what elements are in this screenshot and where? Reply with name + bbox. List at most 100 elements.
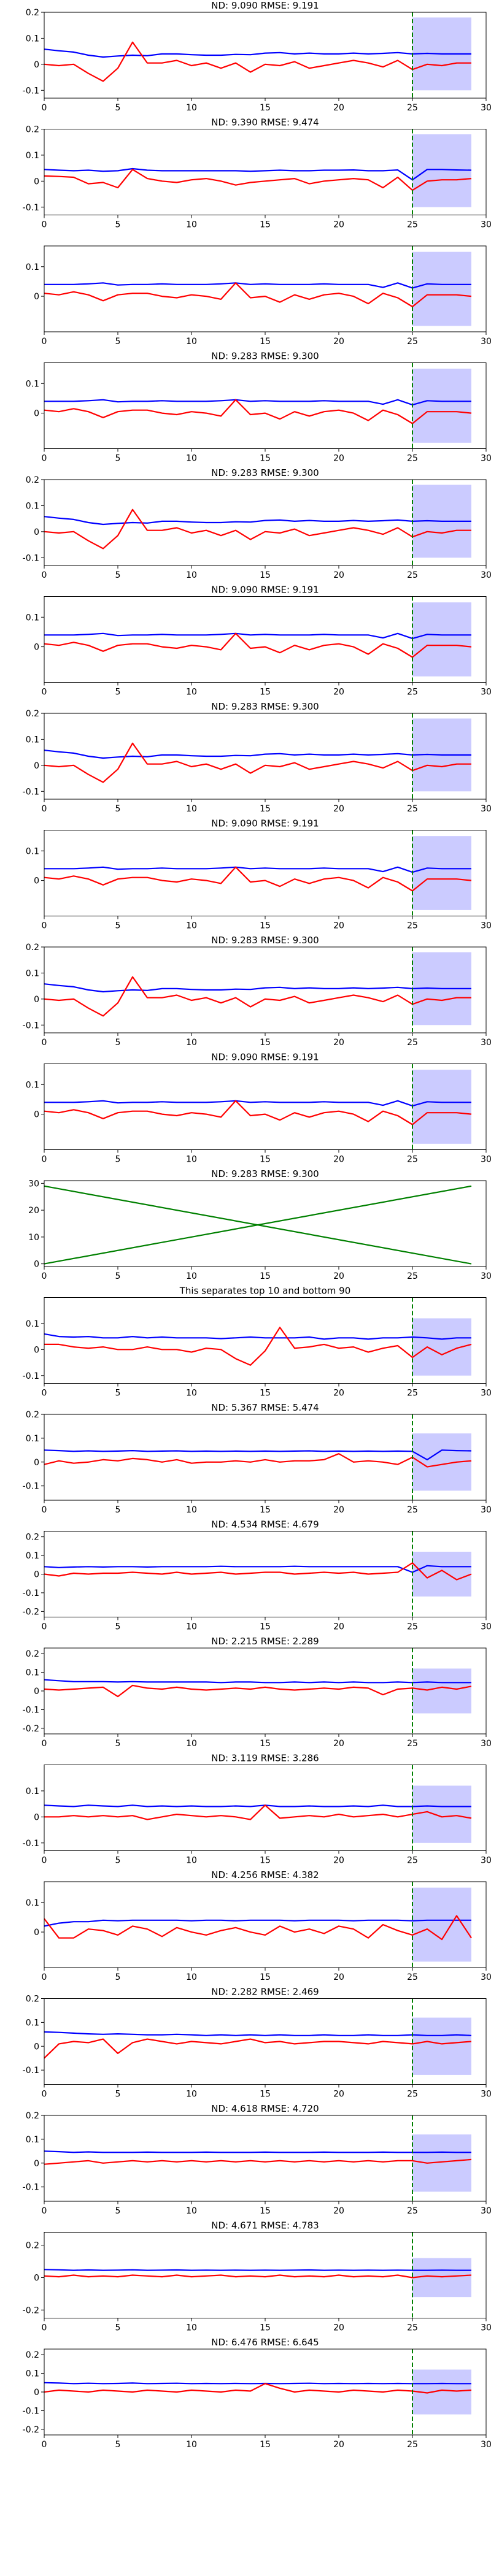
y-tick-label: 0.1 bbox=[26, 501, 39, 511]
x-tick-label: 15 bbox=[260, 1622, 271, 1632]
forecast-interval-band bbox=[412, 251, 471, 326]
x-tick-label: 0 bbox=[42, 570, 47, 580]
x-tick-label: 30 bbox=[481, 454, 491, 464]
x-tick-label: 0 bbox=[42, 688, 47, 697]
y-tick-label: 10 bbox=[28, 1233, 39, 1243]
forecast-interval-band bbox=[412, 1070, 471, 1144]
forecast-line bbox=[44, 983, 471, 993]
x-tick-label: 15 bbox=[260, 570, 271, 580]
panel-21: ND: 6.476 RMSE: 6.645 0 5 10 15 20 25 30 -0.2 -0.… bbox=[23, 2337, 491, 2450]
y-tick-label: 0 bbox=[34, 1928, 39, 1938]
panel-title: ND: 2.282 RMSE: 2.469 bbox=[211, 1987, 319, 1998]
y-tick-label: 0 bbox=[34, 1687, 39, 1696]
x-tick-label: 25 bbox=[407, 570, 418, 580]
y-tick-label: 0.2 bbox=[26, 8, 39, 18]
x-tick-label: 15 bbox=[260, 2323, 271, 2333]
x-tick-label: 25 bbox=[407, 1389, 418, 1398]
x-tick-label: 10 bbox=[186, 1505, 197, 1515]
y-tick-label: 30 bbox=[28, 1179, 39, 1189]
panel-title: ND: 4.256 RMSE: 4.382 bbox=[211, 1869, 319, 1880]
plot-area bbox=[44, 2115, 472, 2201]
x-tick-label: 0 bbox=[42, 103, 47, 113]
y-tick-label: 0.1 bbox=[26, 1080, 39, 1090]
y-tick-label: 0.1 bbox=[26, 2135, 39, 2145]
y-tick-label: 0 bbox=[34, 995, 39, 1005]
panel-title: ND: 9.090 RMSE: 9.191 bbox=[211, 585, 319, 596]
x-tick-label: 5 bbox=[115, 1271, 121, 1281]
y-tick-label: 0 bbox=[34, 1260, 39, 1270]
x-tick-label: 20 bbox=[333, 2440, 344, 2450]
forecast-interval-band bbox=[412, 1551, 471, 1597]
x-tick-label: 0 bbox=[42, 1389, 47, 1398]
y-tick-label: 0.2 bbox=[26, 1410, 39, 1420]
forecast-line bbox=[44, 48, 471, 58]
panel-title: ND: 6.476 RMSE: 6.645 bbox=[211, 2337, 319, 2348]
x-tick-label: 25 bbox=[407, 921, 418, 931]
x-tick-label: 25 bbox=[407, 1038, 418, 1048]
panel-10: ND: 9.090 RMSE: 9.191 0 5 10 15 20 25 30 0 0.1 bbox=[26, 1052, 491, 1165]
x-tick-label: 30 bbox=[481, 1271, 491, 1281]
y-tick-label: -0.1 bbox=[23, 2406, 39, 2416]
plot-area bbox=[44, 1648, 472, 1734]
y-tick-label: 0.1 bbox=[26, 1668, 39, 1678]
plot-area bbox=[44, 362, 472, 449]
x-tick-label: 5 bbox=[115, 921, 121, 931]
y-tick-label: -0.1 bbox=[23, 1371, 39, 1381]
y-tick-label: -0.2 bbox=[23, 2306, 39, 2315]
forecast-interval-band bbox=[412, 836, 471, 910]
x-tick-label: 5 bbox=[115, 688, 121, 697]
plot-area bbox=[44, 1531, 472, 1617]
y-tick-label: 0 bbox=[34, 2042, 39, 2052]
x-tick-label: 15 bbox=[260, 921, 271, 931]
y-tick-label: 0.1 bbox=[26, 2369, 39, 2379]
x-tick-label: 5 bbox=[115, 2206, 121, 2216]
x-tick-label: 30 bbox=[481, 921, 491, 931]
x-tick-label: 10 bbox=[186, 103, 197, 113]
actual-line bbox=[44, 2274, 472, 2279]
forecast-line bbox=[44, 866, 471, 873]
y-tick-label: 0 bbox=[34, 1812, 39, 1822]
x-tick-label: 30 bbox=[481, 1155, 491, 1165]
forecast-line bbox=[44, 632, 471, 640]
y-tick-label: -0.2 bbox=[23, 2425, 39, 2435]
forecast-interval-band bbox=[412, 2258, 471, 2298]
x-tick-label: 5 bbox=[115, 1856, 121, 1866]
actual-line bbox=[44, 1915, 472, 1941]
x-tick-label: 25 bbox=[407, 1271, 418, 1281]
plot-area bbox=[44, 129, 472, 215]
x-tick-label: 0 bbox=[42, 454, 47, 464]
forecast-line bbox=[44, 282, 471, 289]
x-tick-label: 15 bbox=[260, 1739, 271, 1749]
panel-title: ND: 9.390 RMSE: 9.474 bbox=[211, 117, 319, 128]
forecast-line bbox=[44, 1679, 471, 1684]
y-tick-label: -0.2 bbox=[23, 1607, 39, 1617]
y-tick-label: -0.1 bbox=[23, 1589, 39, 1598]
x-tick-label: 0 bbox=[42, 1155, 47, 1165]
forecast-line bbox=[44, 749, 471, 759]
y-tick-label: 0.2 bbox=[26, 943, 39, 953]
y-tick-label: 0 bbox=[34, 761, 39, 771]
y-tick-label: 0.2 bbox=[26, 1995, 39, 2004]
x-tick-label: 10 bbox=[186, 1271, 197, 1281]
y-tick-label: 0.2 bbox=[26, 2241, 39, 2251]
x-tick-label: 30 bbox=[481, 1505, 491, 1515]
forecast-interval-band bbox=[412, 2134, 471, 2192]
forecast-line bbox=[44, 2150, 471, 2153]
x-tick-label: 20 bbox=[333, 2323, 344, 2333]
actual-line bbox=[44, 2383, 472, 2394]
actual-line bbox=[44, 1100, 472, 1125]
y-tick-label: -0.1 bbox=[23, 2066, 39, 2076]
x-tick-label: 15 bbox=[260, 1389, 271, 1398]
x-tick-label: 25 bbox=[407, 1622, 418, 1632]
x-tick-label: 10 bbox=[186, 1739, 197, 1749]
y-tick-label: -0.1 bbox=[23, 553, 39, 563]
x-tick-label: 25 bbox=[407, 2206, 418, 2216]
x-tick-label: 15 bbox=[260, 1505, 271, 1515]
panel-title: ND: 4.618 RMSE: 4.720 bbox=[211, 2103, 319, 2114]
x-tick-label: 10 bbox=[186, 337, 197, 347]
forecast-line bbox=[44, 1100, 471, 1107]
